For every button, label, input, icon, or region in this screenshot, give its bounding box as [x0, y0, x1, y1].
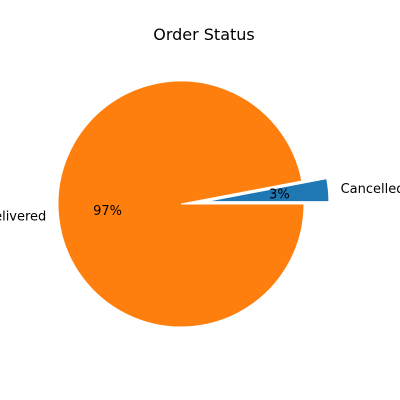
slice-percent-cancelled: 3%	[269, 188, 290, 203]
chart-title: Order Status	[153, 25, 255, 44]
slice-percent-delivered: 97%	[93, 204, 122, 219]
slice-label-delivered: Delivered	[0, 210, 46, 225]
pie-slice-cancelled	[205, 178, 330, 203]
slices-layer	[57, 80, 330, 328]
pie-slice-delivered	[57, 80, 305, 328]
labels-layer: Cancelled 3% Delivered 97%	[0, 182, 400, 225]
slice-label-cancelled: Cancelled	[341, 182, 400, 197]
